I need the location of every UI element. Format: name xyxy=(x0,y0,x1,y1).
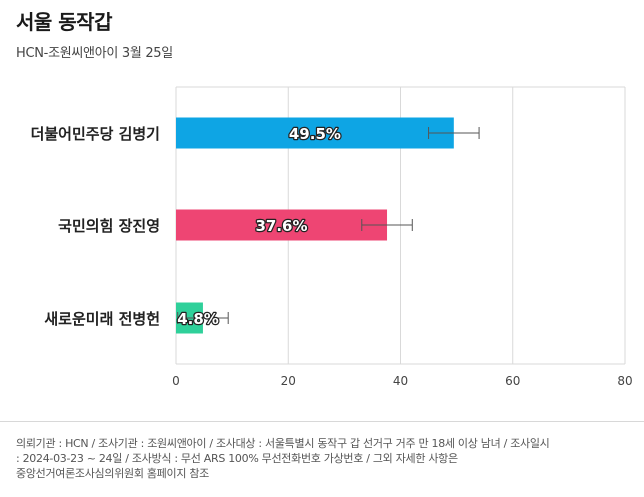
data-label: 4.8% xyxy=(177,310,219,328)
x-tick-label: 20 xyxy=(281,374,296,388)
category-label: 새로운미래 전병헌 xyxy=(44,310,160,328)
bar xyxy=(176,209,388,241)
x-tick-label: 0 xyxy=(172,374,180,388)
survey-footnote: 의뢰기관 : HCN / 조사기관 : 조원씨앤아이 / 조사대상 : 서울특별… xyxy=(16,436,636,481)
footnote-line-1: 의뢰기관 : HCN / 조사기관 : 조원씨앤아이 / 조사대상 : 서울특별… xyxy=(16,437,550,450)
footnote-divider xyxy=(0,421,644,422)
bar-chart: 0 20 40 60 80 더불어민주당 김병기 49.5% 국민의힘 장진영 37.6% 새로운… xyxy=(31,86,633,388)
category-label: 더불어민주당 김병기 xyxy=(31,125,160,143)
footnote-line-3: 중앙선거여론조사심의위원회 홈페이지 참조 xyxy=(16,467,209,480)
bar xyxy=(176,117,454,149)
category-label: 국민의힘 장진영 xyxy=(58,217,160,235)
data-label: 49.5% xyxy=(289,125,341,143)
x-tick-label: 40 xyxy=(393,374,408,388)
chart-subtitle: HCN-조원씨앤아이 3월 25일 xyxy=(16,46,173,61)
x-tick-label: 80 xyxy=(617,374,632,388)
data-label: 37.6% xyxy=(255,217,307,235)
footnote-line-2: : 2024-03-23 ~ 24일 / 조사방식 : 무선 ARS 100% … xyxy=(16,452,458,465)
chart-title: 서울 동작갑 xyxy=(16,10,112,34)
x-tick-label: 60 xyxy=(505,374,520,388)
